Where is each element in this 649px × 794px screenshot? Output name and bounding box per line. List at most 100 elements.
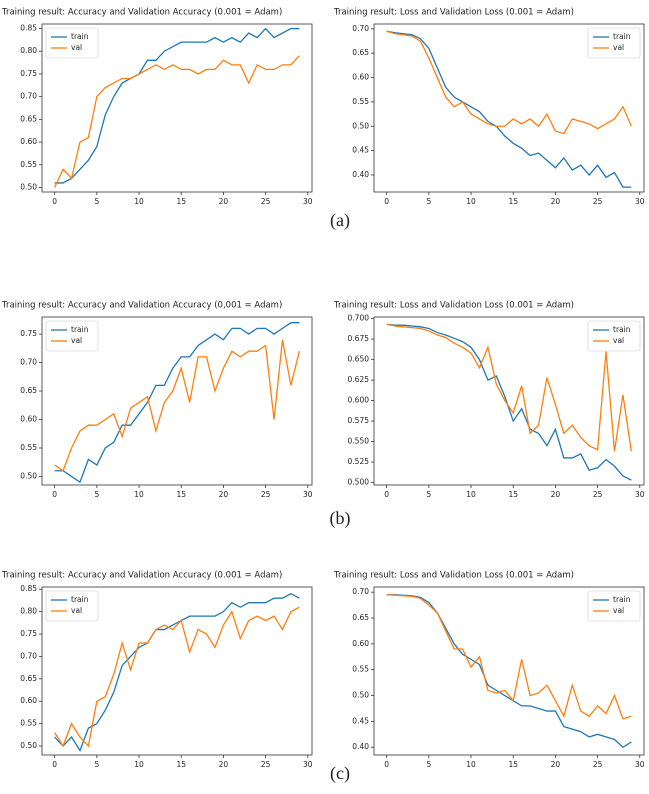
chart: Training result: Accuracy and Validation…	[1, 8, 313, 207]
series-line	[386, 30, 632, 188]
series-line	[386, 30, 632, 135]
y-tick-label: 0.60	[20, 696, 37, 705]
plot-frame	[41, 316, 313, 486]
chart-title: Training result: Loss and Validation Los…	[333, 301, 574, 311]
x-tick-label: 30	[303, 197, 313, 206]
y-tick-label: 0.55	[352, 97, 369, 106]
y-tick-label: 0.45	[352, 716, 369, 725]
x-tick-label: 10	[134, 760, 144, 769]
x-tick-label: 15	[508, 490, 518, 499]
x-tick-label: 30	[635, 760, 645, 769]
y-tick-label: 0.75	[20, 69, 37, 78]
y-tick-label: 0.65	[352, 613, 369, 622]
plot-frame	[373, 23, 645, 193]
x-tick-label: 25	[261, 197, 271, 206]
x-tick-label: 10	[466, 760, 476, 769]
x-tick-label: 5	[94, 197, 99, 206]
x-tick-label: 10	[466, 490, 476, 499]
y-tick-label: 0.65	[20, 674, 37, 683]
x-tick-label: 30	[635, 197, 645, 206]
chart: Training result: Accuracy and Validation…	[1, 571, 313, 770]
y-tick-label: 0.65	[20, 386, 37, 395]
chart: Training result: Accuracy and Validation…	[1, 301, 313, 500]
y-tick-label: 0.625	[348, 375, 370, 384]
y-tick-label: 0.675	[348, 334, 370, 343]
legend-label: val	[71, 43, 82, 52]
plot-frame	[41, 586, 313, 756]
x-tick-label: 0	[384, 490, 389, 499]
legend-label: val	[613, 606, 624, 615]
y-tick-label: 0.60	[20, 415, 37, 424]
plot-frame	[373, 316, 645, 486]
x-tick-label: 30	[303, 760, 313, 769]
plot-frame	[41, 23, 313, 193]
y-tick-label: 0.650	[348, 355, 370, 364]
y-tick-label: 0.55	[20, 443, 37, 452]
y-tick-label: 0.575	[348, 416, 370, 425]
y-tick-label: 0.45	[352, 146, 369, 155]
y-tick-label: 0.75	[20, 329, 37, 338]
x-tick-label: 25	[593, 490, 603, 499]
chart-title: Training result: Accuracy and Validation…	[1, 301, 282, 311]
y-tick-label: 0.70	[20, 651, 37, 660]
x-tick-label: 25	[261, 490, 271, 499]
y-tick-label: 0.70	[20, 92, 37, 101]
y-tick-label: 0.500	[348, 478, 370, 487]
y-tick-label: 0.700	[348, 314, 370, 323]
legend-label: val	[71, 336, 82, 345]
x-tick-label: 0	[52, 760, 57, 769]
x-tick-label: 20	[219, 760, 229, 769]
x-tick-label: 0	[384, 760, 389, 769]
legend-box	[45, 320, 99, 352]
y-tick-label: 0.80	[20, 607, 37, 616]
legend-label: train	[613, 595, 631, 604]
chart-title: Training result: Loss and Validation Los…	[333, 8, 574, 18]
y-tick-label: 0.600	[348, 396, 370, 405]
caption: (c)	[330, 763, 350, 784]
y-tick-label: 0.70	[352, 24, 369, 33]
y-tick-label: 0.75	[20, 629, 37, 638]
legend-label: val	[71, 606, 82, 615]
x-tick-label: 15	[176, 197, 186, 206]
series-line	[386, 594, 632, 720]
x-tick-label: 0	[52, 197, 57, 206]
x-tick-label: 0	[52, 490, 57, 499]
legend-box	[587, 320, 641, 352]
series-line	[386, 323, 632, 481]
chart: Training result: Loss and Validation Los…	[333, 8, 645, 207]
x-tick-label: 30	[635, 490, 645, 499]
y-tick-label: 0.40	[352, 170, 369, 179]
x-tick-label: 15	[508, 197, 518, 206]
x-tick-label: 10	[134, 197, 144, 206]
legend-box	[587, 27, 641, 59]
y-tick-label: 0.525	[348, 457, 370, 466]
chart-title: Training result: Accuracy and Validation…	[1, 8, 282, 18]
y-tick-label: 0.85	[20, 24, 37, 33]
y-tick-label: 0.65	[20, 114, 37, 123]
series-line	[54, 322, 300, 484]
chart: Training result: Loss and Validation Los…	[333, 301, 645, 500]
x-tick-label: 20	[219, 490, 229, 499]
legend-label: val	[613, 336, 624, 345]
series-line	[386, 323, 632, 452]
y-tick-label: 0.60	[20, 137, 37, 146]
legend-box	[587, 590, 641, 622]
legend-label: train	[71, 325, 89, 334]
y-tick-label: 0.80	[20, 46, 37, 55]
legend-label: train	[71, 32, 89, 41]
x-tick-label: 20	[551, 490, 561, 499]
x-tick-label: 20	[219, 197, 229, 206]
y-tick-label: 0.85	[20, 584, 37, 593]
x-tick-label: 10	[134, 490, 144, 499]
chart-title: Training result: Accuracy and Validation…	[1, 571, 282, 581]
y-tick-label: 0.50	[20, 741, 37, 750]
y-tick-label: 0.40	[352, 742, 369, 751]
y-tick-label: 0.50	[352, 121, 369, 130]
y-tick-label: 0.55	[20, 160, 37, 169]
x-tick-label: 25	[593, 760, 603, 769]
x-tick-label: 5	[94, 760, 99, 769]
series-line	[54, 339, 300, 472]
legend-box	[45, 27, 99, 59]
y-tick-label: 0.50	[20, 471, 37, 480]
y-tick-label: 0.65	[352, 48, 369, 57]
